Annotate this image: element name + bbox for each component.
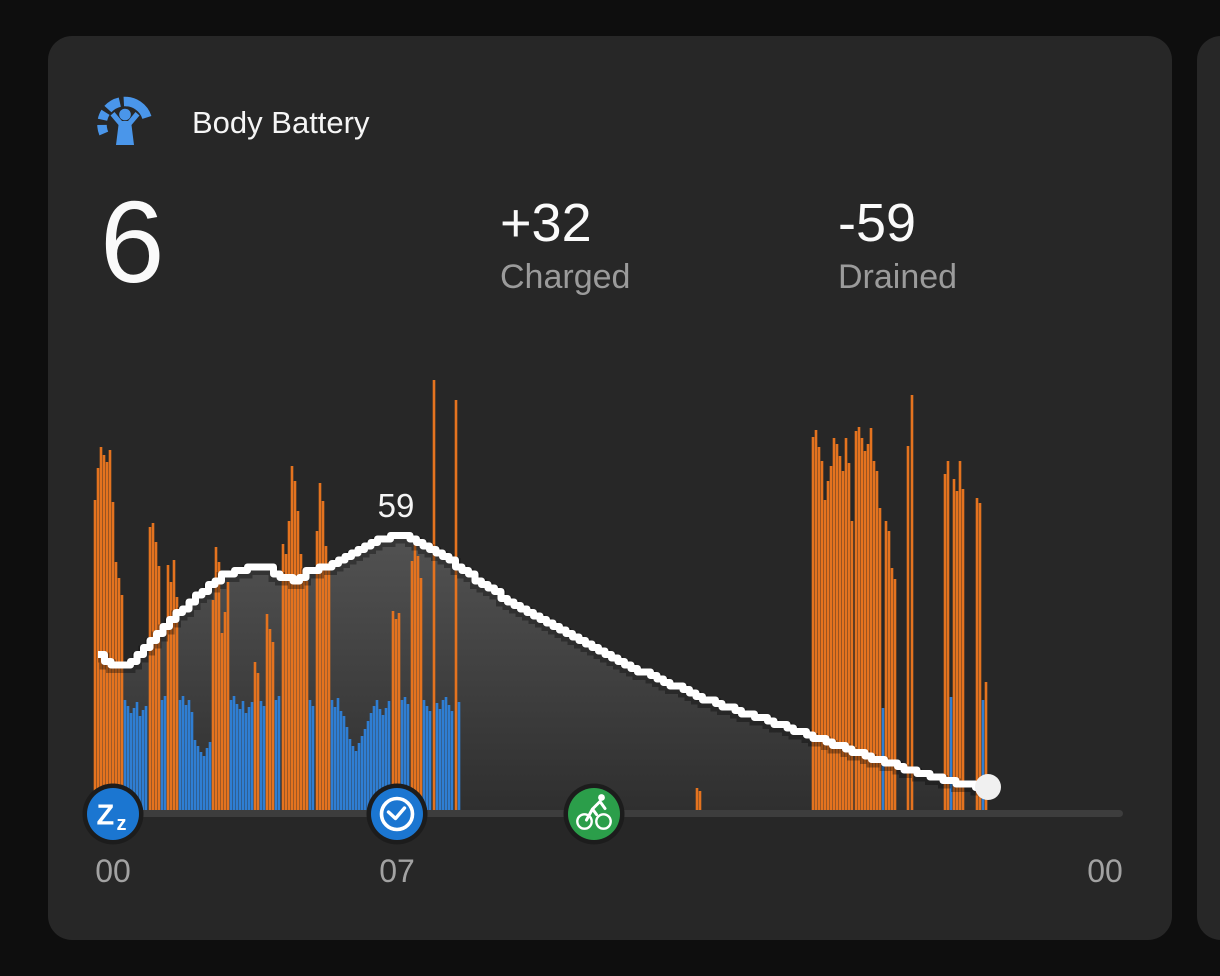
body-battery-card[interactable]: Body Battery 6 +32 Charged -59 Drained <box>48 36 1172 940</box>
card-title: Body Battery <box>192 105 370 140</box>
drained-metric: -59 Drained <box>838 196 957 297</box>
drained-label: Drained <box>838 258 958 296</box>
charged-metric: +32 Charged <box>500 196 630 297</box>
charged-value: +32 <box>500 193 592 253</box>
adjacent-card-edge[interactable] <box>1197 36 1220 940</box>
body-battery-icon <box>97 96 152 145</box>
drained-value: -59 <box>838 193 917 253</box>
charged-label: Charged <box>500 258 631 296</box>
current-body-battery-value: 6 <box>100 177 165 307</box>
